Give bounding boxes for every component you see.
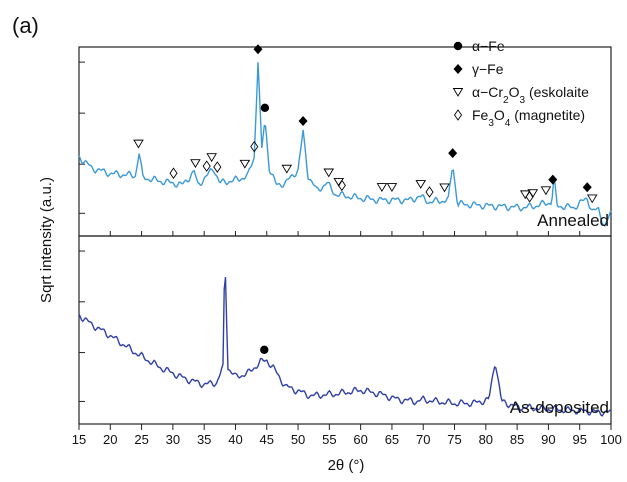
x-tick-label: 55 [322, 432, 336, 447]
marker-eskolaite [206, 153, 217, 163]
panel-as-deposited: As-deposited [78, 277, 612, 417]
marker-magnetite [213, 161, 222, 173]
marker-eskolaite [239, 159, 251, 169]
marker-eskolaite [376, 183, 388, 192]
panel-frame-bottom [78, 235, 612, 425]
y-axis-title: Sqrt intensity (a.u.) [38, 177, 55, 303]
marker-gamma-fe [298, 116, 308, 127]
legend-symbol-eskolaite [452, 88, 464, 97]
legend-label: α−Cr2O3 (eskolaite [472, 84, 589, 106]
axis-ticks: 15 20 25 30 35 40 45 50 55 60 65 70 75 80 85 90 95 100 [72, 61, 622, 447]
marker-magnetite [425, 186, 434, 198]
legend-symbol-alpha-fe [453, 41, 463, 51]
legend-label: γ−Fe [472, 61, 504, 77]
legend-symbol-magnetite [453, 109, 463, 121]
x-tick-label: 100 [600, 432, 622, 447]
marker-eskolaite [386, 183, 398, 192]
marker-magnetite [250, 140, 259, 153]
legend-symbol-gamma-fe [453, 64, 463, 74]
panel-label: (a) [12, 13, 39, 38]
marker-alpha-fe [260, 103, 270, 113]
marker-eskolaite [439, 183, 450, 193]
marker-eskolaite [133, 139, 144, 149]
marker-gamma-fe [582, 182, 592, 193]
x-tick-label: 70 [416, 432, 430, 447]
trace-label-as-deposited: As-deposited [510, 398, 609, 417]
marker-gamma-fe [253, 44, 263, 55]
phase-markers-as-deposited [260, 345, 269, 355]
legend-subscript: 3 [520, 95, 526, 106]
marker-gamma-fe [548, 174, 558, 185]
x-tick-label: 20 [103, 432, 117, 447]
trace-label-annealed: Annealed [537, 211, 609, 230]
legend-label: α−Fe [472, 38, 505, 54]
legend-subscript: 3 [488, 118, 494, 129]
panel-frame-top [78, 46, 612, 237]
marker-eskolaite [190, 159, 201, 169]
x-tick-label: 85 [510, 432, 524, 447]
marker-eskolaite [415, 180, 427, 189]
x-tick-label: 95 [572, 432, 586, 447]
legend-subscript: 4 [505, 118, 511, 129]
marker-alpha-fe [260, 345, 269, 355]
marker-eskolaite [540, 186, 552, 196]
x-tick-label: 80 [479, 432, 493, 447]
x-tick-label: 15 [72, 432, 86, 447]
x-tick-label: 25 [134, 432, 148, 447]
panel-annealed: Annealed [78, 44, 612, 230]
series-line-annealed [78, 62, 612, 227]
marker-gamma-fe [448, 148, 458, 159]
marker-magnetite [202, 160, 211, 172]
legend-text-part: (eskolaite [525, 84, 589, 100]
legend-text-part: α−Cr [472, 84, 503, 100]
x-axis-title: 2θ (°) [328, 457, 365, 474]
x-tick-label: 75 [447, 432, 461, 447]
x-tick-label: 60 [353, 432, 367, 447]
series-line-as-deposited [78, 277, 612, 417]
marker-eskolaite [586, 194, 598, 204]
legend-subscript: 2 [503, 95, 509, 106]
x-tick-label: 50 [291, 432, 305, 447]
x-tick-label: 65 [385, 432, 399, 447]
legend-text-part: (magnetite) [510, 107, 585, 123]
axes-frame [78, 46, 612, 425]
x-tick-label: 40 [228, 432, 242, 447]
phase-markers-annealed [133, 44, 598, 204]
legend-label: Fe3O4 (magnetite) [472, 107, 585, 129]
x-tick-label: 90 [541, 432, 555, 447]
x-tick-label: 35 [197, 432, 211, 447]
marker-eskolaite [323, 168, 335, 178]
marker-eskolaite [519, 190, 531, 200]
x-tick-label: 45 [260, 432, 274, 447]
x-tick-label: 30 [166, 432, 180, 447]
marker-eskolaite [281, 164, 293, 174]
marker-magnetite [337, 179, 346, 192]
legend-text-part: O [494, 107, 505, 123]
marker-magnetite [169, 167, 178, 179]
legend-text-part: O [509, 84, 520, 100]
legend-text-part: Fe [472, 107, 489, 123]
marker-magnetite [525, 190, 534, 203]
